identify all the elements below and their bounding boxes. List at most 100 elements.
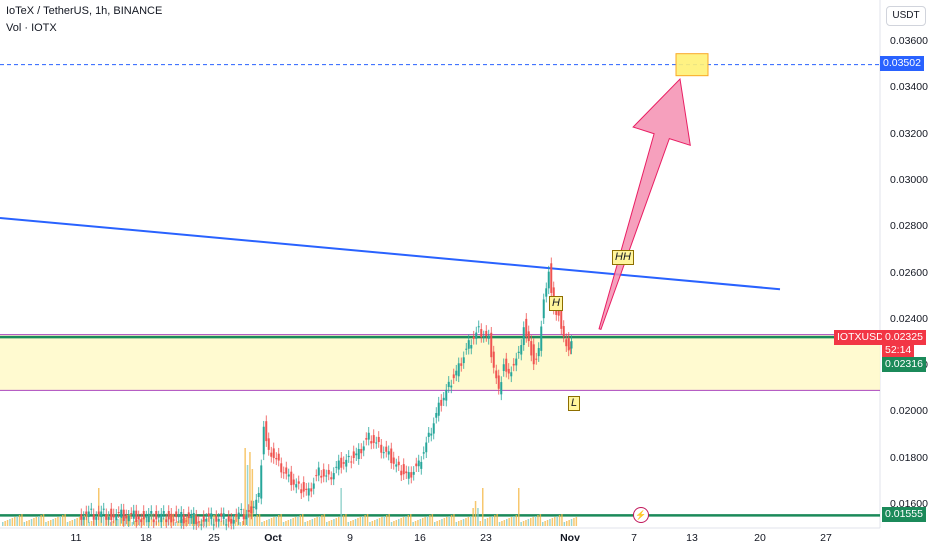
volume-bar (534, 516, 537, 526)
candle-body (272, 448, 275, 459)
candle-body (295, 484, 298, 488)
volume-bar (479, 521, 482, 526)
volume-bar (184, 518, 186, 526)
candle-body (530, 341, 533, 356)
volume-bar (280, 514, 282, 526)
lightning-icon[interactable]: ⚡ (633, 507, 649, 523)
volume-bar (374, 520, 376, 526)
volume-bar (273, 517, 275, 526)
candle-body (197, 521, 200, 523)
candle-body (330, 477, 333, 480)
volume-bar (323, 514, 326, 526)
volume-bar (345, 514, 347, 526)
currency-selector[interactable]: USDT (886, 6, 926, 26)
candle-body (437, 402, 440, 416)
bottom-level-tag: 0.01555 (882, 507, 926, 522)
volume-bar (83, 515, 86, 526)
candle-body (522, 327, 525, 346)
volume-bar (503, 520, 506, 526)
candle-body (265, 421, 268, 442)
candle-body (322, 469, 325, 477)
candle-body (492, 351, 495, 368)
volume-bar (42, 514, 45, 526)
volume-bar (117, 519, 119, 526)
volume-bar (314, 518, 316, 526)
candle-body (500, 382, 503, 395)
volume-bar (69, 521, 71, 526)
volume-bar (290, 519, 292, 526)
volume-bar (285, 521, 287, 526)
volume-bar (237, 514, 239, 526)
candle-body (370, 441, 373, 444)
volume-bar (268, 519, 270, 526)
candle-body (167, 511, 170, 520)
candle-body (315, 475, 318, 477)
volume-bar (126, 515, 129, 526)
candle-body (482, 336, 485, 338)
candle-body (462, 357, 465, 364)
candle-body (397, 461, 400, 466)
candle-body (250, 506, 253, 514)
time-tick-label: 20 (754, 532, 766, 544)
candle-body (220, 513, 223, 517)
volume-bar (369, 522, 371, 526)
candle-body (90, 508, 93, 510)
candle-body (357, 448, 360, 460)
candle-body (232, 519, 235, 524)
volume-bar (297, 516, 299, 526)
candle-body (510, 372, 513, 377)
candle-body (147, 513, 150, 523)
candle-body (490, 332, 493, 358)
candle-body (187, 512, 190, 519)
candle-body (130, 513, 133, 515)
candle-body (405, 471, 408, 474)
candle-body (307, 488, 310, 496)
time-tick-label: 11 (70, 532, 82, 544)
candle-body (245, 515, 248, 520)
volume-bar (549, 519, 551, 526)
volume-bar (16, 516, 18, 526)
candle-body (292, 479, 295, 485)
volume-bar (378, 518, 381, 526)
volume-bar (566, 521, 568, 526)
volume-bar (11, 518, 14, 526)
candle-body (160, 513, 163, 523)
volume-bar (258, 514, 261, 526)
volume-bar (330, 520, 333, 526)
volume-bar (136, 520, 138, 526)
volume-bar (146, 516, 148, 526)
volume-bar (309, 520, 311, 526)
time-tick-label: Oct (264, 532, 282, 544)
volume-bar (23, 522, 26, 526)
volume-bar (405, 516, 407, 526)
volume-bar (30, 519, 33, 526)
volume-bar (266, 520, 268, 526)
volume-bar (388, 514, 390, 526)
higher-high-label: HH (612, 250, 634, 265)
candle-body (452, 374, 455, 379)
volume-bar (544, 521, 546, 526)
volume-bar (201, 520, 203, 526)
time-tick-label: 18 (140, 532, 152, 544)
volume-bar (189, 516, 191, 526)
candle-body (207, 513, 210, 517)
volume-bar (556, 516, 558, 526)
candle-body (470, 345, 473, 349)
candle-body (227, 516, 230, 522)
candle-body (132, 510, 135, 519)
candle-body (417, 460, 420, 467)
volume-bar (33, 518, 35, 526)
volume-bar (124, 516, 126, 526)
candle-body (527, 331, 530, 342)
target-box (675, 53, 709, 77)
time-tick-label: 9 (347, 532, 353, 544)
volume-bar (335, 518, 338, 526)
candle-body (515, 358, 518, 366)
candle-body (300, 489, 303, 494)
candle-body (512, 363, 515, 366)
candle-body (505, 358, 508, 372)
volume-bar (81, 516, 83, 526)
time-tick-label: Nov (560, 532, 580, 544)
candle-body (332, 473, 335, 480)
